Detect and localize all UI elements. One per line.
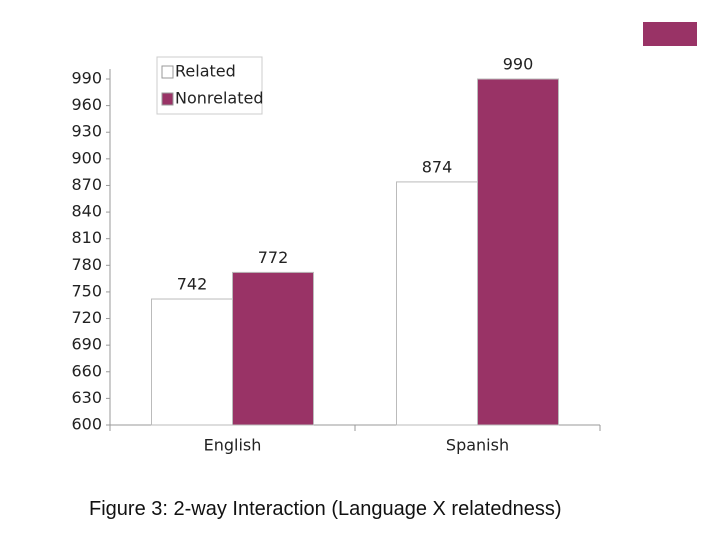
bar (151, 298, 233, 426)
legend-swatch (161, 65, 174, 79)
legend-swatch (161, 92, 174, 106)
y-tick-label: 810 (71, 228, 102, 247)
y-tick-label: 720 (71, 308, 102, 327)
y-tick-label: 660 (71, 361, 102, 380)
y-tick-label: 900 (71, 148, 102, 167)
slide-accent (643, 22, 697, 46)
y-tick-label: 750 (71, 281, 102, 300)
y-tick-label: 840 (71, 202, 102, 221)
bar (396, 181, 478, 426)
legend-label: Nonrelated (175, 89, 264, 108)
value-label: 772 (258, 248, 289, 267)
y-tick-label: 780 (71, 255, 102, 274)
y-tick-label: 630 (71, 388, 102, 407)
y-tick-label: 690 (71, 335, 102, 354)
y-tick-label: 600 (71, 415, 102, 434)
bar (232, 271, 314, 426)
x-tick-label: Spanish (446, 436, 509, 455)
value-label: 990 (503, 55, 534, 74)
y-tick-label: 930 (71, 122, 102, 141)
legend-box (156, 56, 263, 115)
value-label: 742 (177, 275, 208, 294)
legend-label: Related (175, 62, 236, 81)
y-tick-label: 870 (71, 175, 102, 194)
x-tick-label: English (204, 436, 262, 455)
caption: Figure 3: 2-way Interaction (Language X … (89, 498, 562, 520)
bar (477, 78, 559, 426)
y-tick-label: 960 (71, 95, 102, 114)
y-tick-label: 990 (71, 69, 102, 88)
value-label: 874 (422, 157, 453, 176)
